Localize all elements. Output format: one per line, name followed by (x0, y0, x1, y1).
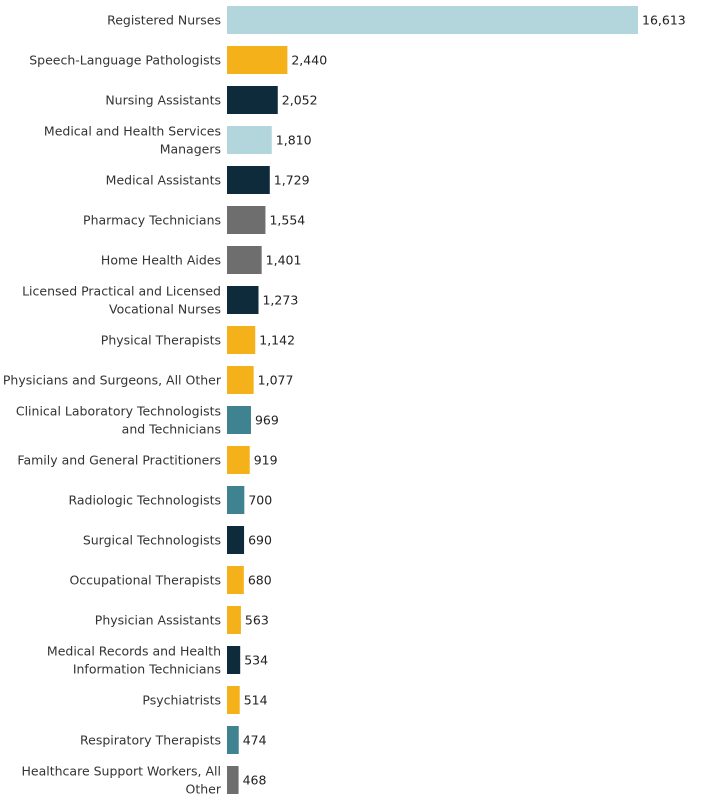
category-label: Physician Assistants (95, 613, 221, 628)
value-label: 563 (245, 613, 269, 628)
value-label: 468 (243, 773, 267, 788)
category-label: Pharmacy Technicians (83, 213, 221, 228)
bar-row: Registered Nurses 16,613 (107, 6, 686, 34)
bar-row: Speech-Language Pathologists 2,440 (29, 46, 327, 74)
value-label: 700 (248, 493, 272, 508)
bar (227, 126, 272, 154)
value-label: 2,052 (282, 93, 318, 108)
bar-row: Physical Therapists 1,142 (101, 326, 295, 354)
bar-row: Physician Assistants 563 (95, 606, 269, 634)
bar-row: Respiratory Therapists 474 (80, 726, 267, 754)
value-label: 16,613 (642, 13, 686, 28)
bar-row: Family and General Practitioners 919 (17, 446, 278, 474)
category-label: Physicians and Surgeons, All Other (3, 373, 222, 388)
bar (227, 486, 245, 514)
bar (227, 246, 262, 274)
category-label: Medical Assistants (106, 173, 221, 188)
bar (227, 606, 241, 634)
bar-row: Medical Assistants 1,729 (106, 166, 310, 194)
category-label: Home Health Aides (101, 253, 221, 268)
bar (227, 726, 239, 754)
bar (227, 686, 240, 714)
bar (227, 326, 256, 354)
value-label: 969 (255, 413, 279, 428)
value-label: 1,401 (266, 253, 302, 268)
category-label: Respiratory Therapists (80, 733, 221, 748)
category-label: Medical Records and Health Information Te… (47, 644, 221, 677)
value-label: 1,729 (274, 173, 310, 188)
category-label: Radiologic Technologists (68, 493, 221, 508)
bar-row: Radiologic Technologists 700 (68, 486, 272, 514)
category-label: Nursing Assistants (105, 93, 221, 108)
bar-row: Psychiatrists 514 (142, 686, 268, 714)
bar-row: Physicians and Surgeons, All Other 1,077 (3, 366, 294, 394)
bar-row: Clinical Laboratory Technologists and Tec… (16, 404, 279, 437)
bar (227, 646, 241, 674)
category-label: Surgical Technologists (83, 533, 221, 548)
bar (227, 526, 245, 554)
bar-row: Medical Records and Health Information Te… (47, 644, 268, 677)
category-label: Healthcare Support Workers, All Other (22, 764, 222, 797)
bar-row: Medical and Health Services Managers 1,810 (44, 124, 312, 157)
bar-row: Surgical Technologists 690 (83, 526, 272, 554)
value-label: 534 (244, 653, 268, 668)
bar (227, 6, 638, 34)
value-label: 1,554 (269, 213, 305, 228)
bar-row: Pharmacy Technicians 1,554 (83, 206, 305, 234)
bar-row: Occupational Therapists 680 (69, 566, 272, 594)
category-label: Occupational Therapists (69, 573, 221, 588)
bar-row: Home Health Aides 1,401 (101, 246, 302, 274)
value-label: 680 (248, 573, 272, 588)
category-label: Medical and Health Services Managers (44, 124, 221, 157)
value-label: 919 (254, 453, 278, 468)
bar (227, 86, 278, 114)
value-label: 1,077 (258, 373, 294, 388)
category-label: Speech-Language Pathologists (29, 53, 221, 68)
category-label: Licensed Practical and Licensed Vocationa… (22, 284, 221, 317)
value-label: 2,440 (291, 53, 327, 68)
category-label: Physical Therapists (101, 333, 221, 348)
bar (227, 46, 288, 74)
category-label: Psychiatrists (142, 693, 221, 708)
category-label: Clinical Laboratory Technologists and Tec… (16, 404, 221, 437)
bar (227, 366, 254, 394)
category-label: Registered Nurses (107, 13, 221, 28)
bar (227, 286, 259, 314)
value-label: 1,273 (262, 293, 298, 308)
category-label: Family and General Practitioners (17, 453, 221, 468)
bar (227, 406, 251, 434)
value-label: 1,810 (276, 133, 312, 148)
bar-row: Licensed Practical and Licensed Vocationa… (22, 284, 298, 317)
bar-row: Healthcare Support Workers, All Other 468 (22, 764, 267, 797)
value-label: 474 (243, 733, 267, 748)
bar (227, 206, 266, 234)
bar-row: Nursing Assistants 2,052 (105, 86, 318, 114)
bar (227, 766, 239, 794)
bar (227, 566, 244, 594)
bar (227, 166, 270, 194)
value-label: 514 (244, 693, 268, 708)
bar (227, 446, 250, 474)
value-label: 690 (248, 533, 272, 548)
value-label: 1,142 (259, 333, 295, 348)
